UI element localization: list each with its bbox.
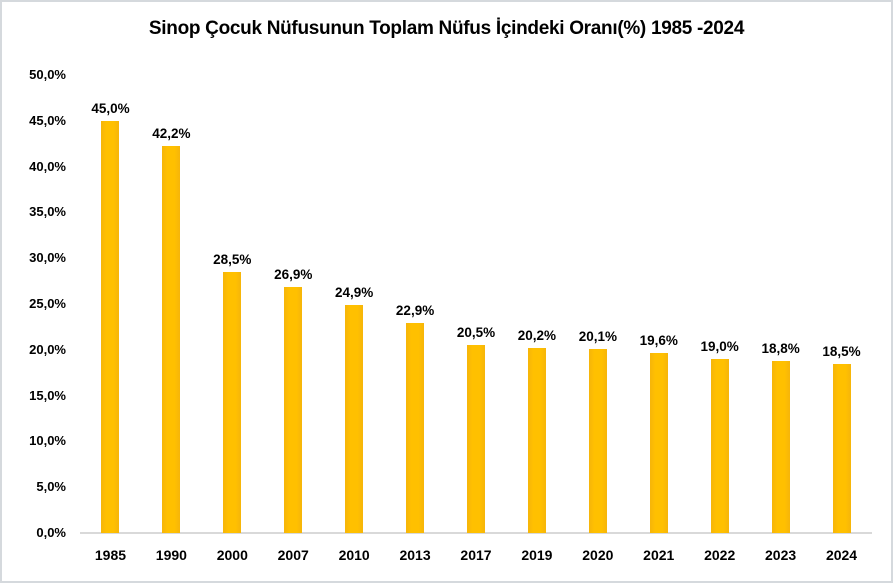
x-tick-label: 2020 bbox=[582, 547, 614, 563]
plot-area: 45,0% 42,2% 28,5% 26,9% 24,9% 22,9% 20,5% 20,2%… bbox=[80, 75, 872, 534]
bar-slot: 20,5% bbox=[446, 75, 507, 533]
y-tick-label: 10,0% bbox=[29, 433, 66, 449]
bar-slot: 24,9% bbox=[324, 75, 385, 533]
bar bbox=[406, 323, 425, 533]
y-tick-label: 5,0% bbox=[36, 479, 66, 495]
bar-value-label: 20,5% bbox=[456, 325, 496, 341]
bar-value-label: 19,0% bbox=[700, 338, 739, 354]
x-tick-label: 1985 bbox=[94, 547, 127, 563]
bar-slot: 42,2% bbox=[141, 75, 202, 533]
x-tick-label: 2024 bbox=[825, 547, 858, 563]
bar-slot: 20,1% bbox=[567, 75, 628, 533]
x-tick-label: 2013 bbox=[399, 547, 431, 563]
y-tick-label: 30,0% bbox=[29, 250, 66, 266]
x-axis: 1985 1990 2000 2007 2010 2013 2017 2019 2020 2021… bbox=[80, 547, 872, 563]
y-tick-label: 40,0% bbox=[29, 158, 66, 174]
bar-value-label: 26,9% bbox=[274, 266, 313, 282]
bar-value-label: 18,8% bbox=[761, 340, 800, 356]
bar-slot: 22,9% bbox=[385, 75, 446, 533]
bar bbox=[162, 146, 181, 533]
x-tick-label: 2021 bbox=[643, 547, 675, 563]
bar-slot: 19,0% bbox=[689, 75, 750, 533]
bar bbox=[832, 363, 851, 533]
bar bbox=[527, 347, 546, 533]
bar bbox=[649, 353, 668, 533]
bar-slot: 26,9% bbox=[263, 75, 324, 533]
bar-value-label: 19,6% bbox=[639, 333, 678, 349]
bar-slot: 45,0% bbox=[80, 75, 141, 533]
bar bbox=[345, 304, 364, 533]
y-tick-label: 0,0% bbox=[36, 525, 66, 540]
x-tick-label: 2022 bbox=[704, 547, 736, 563]
y-tick-label: 45,0% bbox=[29, 112, 66, 128]
x-tick-label: 1990 bbox=[155, 547, 187, 563]
bar bbox=[466, 345, 485, 533]
bar bbox=[710, 358, 729, 533]
bar-slot: 19,6% bbox=[628, 75, 689, 533]
x-tick-label: 2007 bbox=[277, 547, 309, 563]
bar-value-label: 18,5% bbox=[822, 343, 861, 359]
x-tick-label: 2023 bbox=[765, 547, 797, 563]
bar-value-label: 45,0% bbox=[91, 100, 130, 116]
y-tick-label: 15,0% bbox=[29, 387, 66, 403]
bar-value-label: 20,1% bbox=[578, 328, 617, 344]
x-axis-line bbox=[80, 532, 872, 534]
bar bbox=[223, 271, 242, 533]
bar bbox=[588, 348, 607, 533]
bar-value-label: 42,2% bbox=[152, 126, 191, 142]
chart-title: Sinop Çocuk Nüfusunun Toplam Nüfus İçind… bbox=[148, 18, 745, 39]
y-tick-label: 50,0% bbox=[29, 67, 66, 82]
x-tick-label: 2019 bbox=[521, 547, 553, 563]
y-tick-label: 20,0% bbox=[29, 341, 66, 357]
bars-row: 45,0% 42,2% 28,5% 26,9% 24,9% 22,9% 20,5% 20,2%… bbox=[80, 75, 872, 533]
bar bbox=[101, 120, 120, 533]
bar-value-label: 28,5% bbox=[213, 251, 252, 267]
x-tick-label: 2017 bbox=[460, 547, 492, 563]
y-axis: 0,0% 5,0% 10,0% 15,0% 20,0% 25,0% 30,0% 35,0% 40… bbox=[2, 2, 66, 581]
bar-value-label: 24,9% bbox=[335, 284, 374, 300]
y-tick-label: 35,0% bbox=[29, 204, 66, 220]
bar-value-label: 22,9% bbox=[395, 303, 435, 319]
bar bbox=[771, 360, 790, 533]
x-tick-label: 2010 bbox=[338, 547, 370, 563]
bar-slot: 20,2% bbox=[506, 75, 567, 533]
bar bbox=[284, 286, 303, 533]
bar-slot: 18,5% bbox=[811, 75, 872, 533]
bar-slot: 28,5% bbox=[202, 75, 263, 533]
x-tick-label: 2000 bbox=[216, 547, 248, 563]
y-tick-label: 25,0% bbox=[29, 296, 66, 311]
bar-value-label: 20,2% bbox=[517, 327, 557, 343]
bar-slot: 18,8% bbox=[750, 75, 811, 533]
